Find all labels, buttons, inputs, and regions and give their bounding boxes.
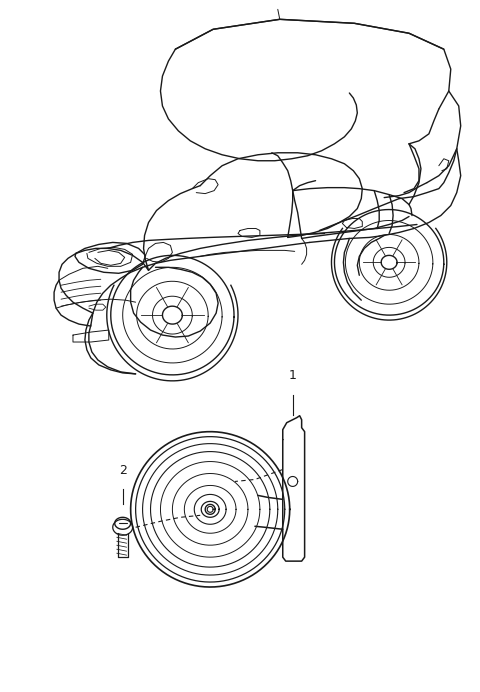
Text: 1: 1 <box>289 369 297 382</box>
Text: 2: 2 <box>119 464 127 477</box>
